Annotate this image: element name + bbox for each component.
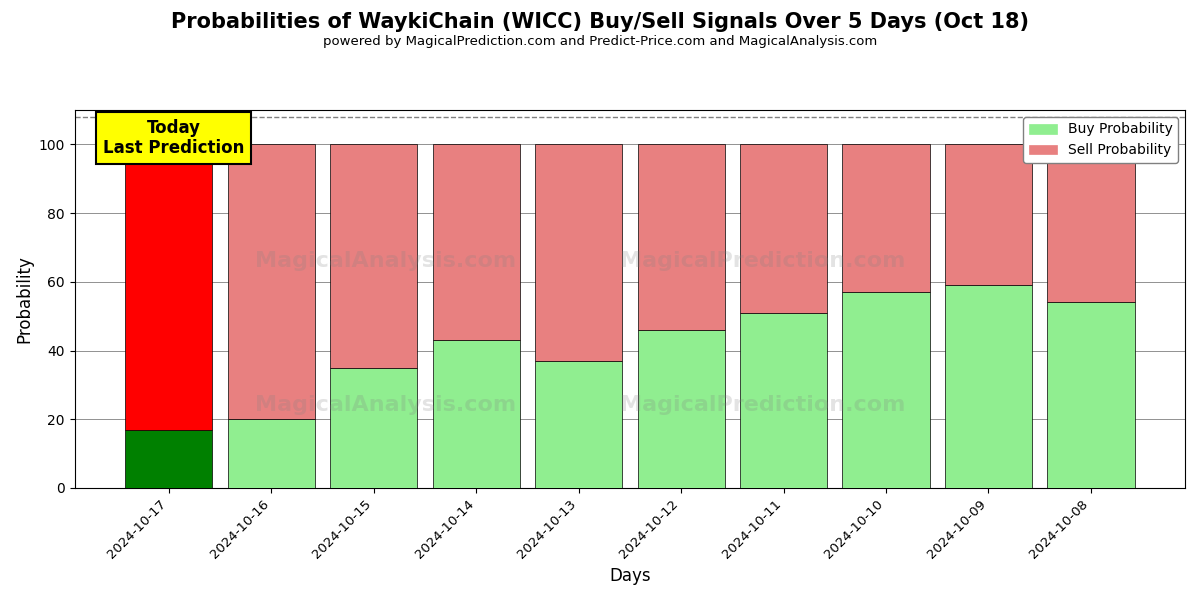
Bar: [1048, 145, 1134, 302]
Bar: [330, 368, 418, 488]
Bar: [125, 430, 212, 488]
Text: powered by MagicalPrediction.com and Predict-Price.com and MagicalAnalysis.com: powered by MagicalPrediction.com and Pre…: [323, 35, 877, 48]
Bar: [228, 419, 314, 488]
Bar: [432, 145, 520, 340]
Text: MagicalAnalysis.com: MagicalAnalysis.com: [254, 251, 516, 271]
Text: Today
Last Prediction: Today Last Prediction: [103, 119, 245, 157]
Bar: [842, 292, 930, 488]
Y-axis label: Probability: Probability: [16, 255, 34, 343]
Text: MagicalAnalysis.com: MagicalAnalysis.com: [254, 395, 516, 415]
Text: Probabilities of WaykiChain (WICC) Buy/Sell Signals Over 5 Days (Oct 18): Probabilities of WaykiChain (WICC) Buy/S…: [172, 12, 1030, 32]
Bar: [125, 145, 212, 430]
Bar: [842, 145, 930, 292]
Text: MagicalPrediction.com: MagicalPrediction.com: [620, 251, 906, 271]
Bar: [944, 285, 1032, 488]
Bar: [740, 313, 827, 488]
Bar: [535, 361, 622, 488]
Bar: [432, 340, 520, 488]
Bar: [944, 145, 1032, 285]
Bar: [535, 145, 622, 361]
Text: MagicalPrediction.com: MagicalPrediction.com: [620, 395, 906, 415]
Bar: [1048, 302, 1134, 488]
Bar: [637, 330, 725, 488]
Legend: Buy Probability, Sell Probability: Buy Probability, Sell Probability: [1024, 117, 1178, 163]
Bar: [330, 145, 418, 368]
Bar: [228, 145, 314, 419]
X-axis label: Days: Days: [610, 567, 650, 585]
Bar: [740, 145, 827, 313]
Bar: [637, 145, 725, 330]
